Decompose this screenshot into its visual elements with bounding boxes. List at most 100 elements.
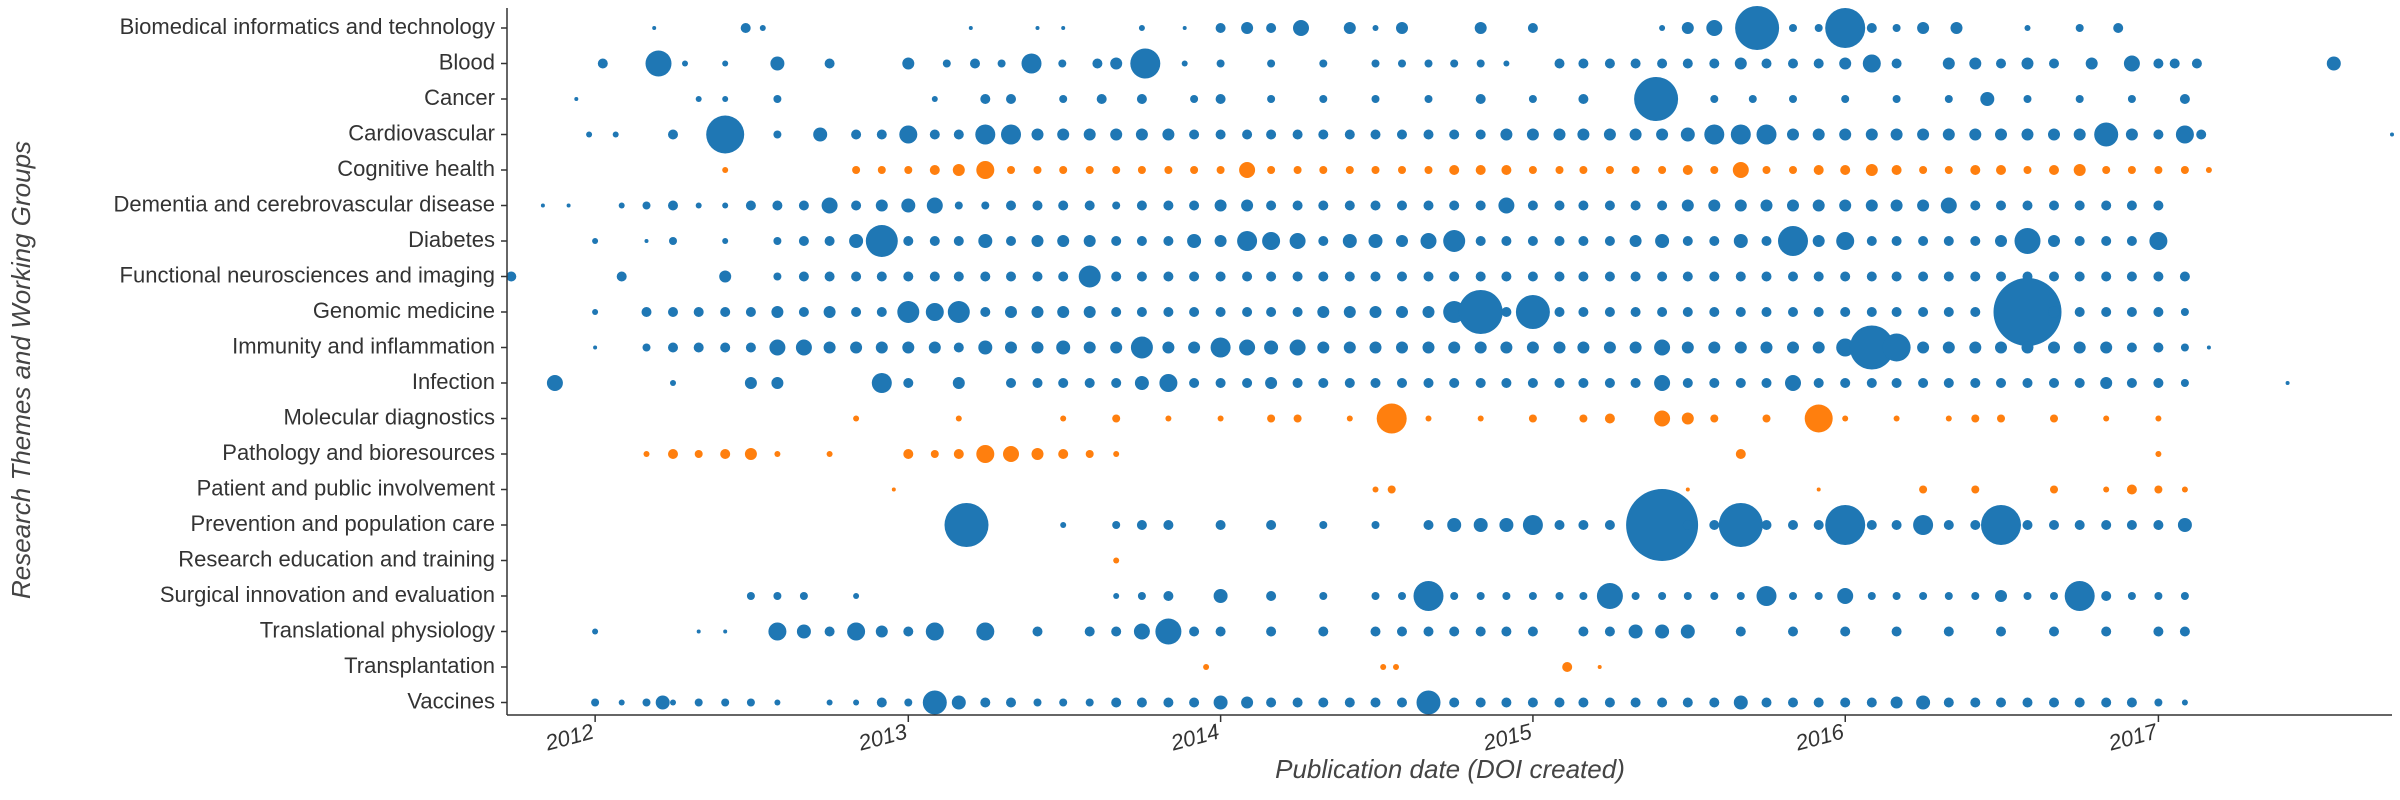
data-point [1189,697,1200,708]
data-point [1005,341,1017,354]
data-point [929,271,940,282]
data-point [1113,593,1120,599]
data-point [1424,59,1433,68]
data-point [2153,58,2164,69]
data-point [1476,592,1485,600]
data-point [655,695,670,710]
data-point [1682,378,1693,388]
data-point [1658,592,1667,600]
data-point [592,628,599,635]
data-point [1342,234,1357,248]
data-point [1578,94,1589,104]
data-point [1748,95,1757,103]
data-point [1346,415,1353,422]
data-point [1241,22,1254,34]
data-point [592,309,599,315]
data-point [1343,22,1356,34]
data-point [1370,697,1381,708]
data-point [1057,306,1070,318]
data-point [1343,341,1356,354]
data-point [1944,592,1953,600]
data-point [2101,520,2112,530]
data-point [644,239,649,243]
data-point [2177,518,2192,532]
data-point [1181,60,1188,67]
data-point [1732,162,1749,178]
data-point [2074,307,2085,317]
data-point [1892,24,1901,32]
data-point [928,341,941,354]
data-point [2153,271,2164,282]
data-point [1475,200,1486,211]
data-point [1397,200,1407,211]
data-point [2127,95,2136,103]
y-tick-label-biomedical-informatics-and-technology: Biomedical informatics and technology [120,14,495,39]
data-point [2153,307,2164,317]
data-point [1528,414,1537,423]
data-point [1970,307,1981,317]
data-point [976,445,995,463]
data-point [947,301,970,323]
data-point [1111,378,1122,388]
x-axis-title: Publication date (DOI created) [1275,754,1625,784]
data-point [2127,592,2136,600]
data-point [826,699,833,706]
data-point [899,125,918,144]
data-point [1892,95,1901,103]
data-point [1866,307,1877,317]
data-point [1577,128,1590,141]
data-point [1318,626,1329,637]
data-point [1136,271,1147,282]
series-patient-and-public-involvement [891,484,2188,495]
data-point [2085,57,2098,70]
data-point [976,622,995,641]
data-point [2050,592,2058,600]
data-point [1890,199,1903,212]
y-tick-label-prevention-and-population-care: Prevention and population care [190,511,495,536]
data-point [1113,557,1120,564]
data-point [668,449,678,459]
data-point [1970,271,1981,282]
data-point [1449,129,1460,140]
data-point [1084,200,1095,211]
data-point [1398,59,1406,68]
data-point [2101,307,2112,317]
data-point [1060,522,1067,528]
data-point [1944,166,1953,174]
data-point [1553,341,1566,354]
data-point [1628,624,1643,639]
data-point [847,622,866,641]
data-point [1110,57,1123,70]
data-point [1555,592,1564,600]
data-point [1812,199,1825,212]
data-point [1997,414,2005,423]
data-point [1630,307,1641,317]
data-point [1318,129,1329,140]
data-point [1785,375,1801,391]
data-point [1136,520,1147,530]
data-point [2179,271,2190,282]
data-point [1761,520,1772,530]
data-point [2049,626,2059,637]
data-point [1597,665,1602,669]
data-point [1526,341,1539,354]
data-point [1189,271,1200,282]
data-point [1266,271,1277,282]
series-functional-neurosciences-and-imaging [506,265,2190,288]
data-point [1735,307,1746,317]
data-point [1813,165,1824,175]
data-point [1344,378,1355,388]
data-point [931,96,938,102]
data-point [643,451,650,457]
data-point [1423,271,1434,282]
data-point [1993,278,2062,346]
data-point [1215,626,1226,637]
data-point [903,271,914,282]
data-point [2023,592,2032,600]
data-point [1578,697,1589,708]
data-point [1450,592,1459,600]
data-point [1190,95,1199,103]
data-point [2050,485,2058,494]
data-point [865,225,898,257]
data-point [1266,520,1277,530]
